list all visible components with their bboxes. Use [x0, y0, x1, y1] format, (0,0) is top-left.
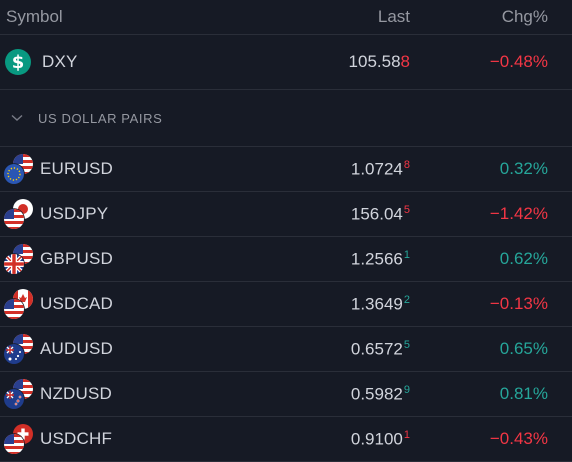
symbol-name: GBPUSD: [40, 249, 113, 268]
last-price: 0.91001: [270, 429, 410, 450]
pair-flags-icon: [3, 289, 34, 320]
pair-flags-icon: [3, 379, 34, 410]
column-header: Symbol Last Chg%: [0, 0, 572, 35]
last-price-tail: 5: [403, 338, 410, 351]
row-audusd[interactable]: AUDUSD 0.65725 0.65%: [0, 327, 572, 372]
change-percent: 0.65%: [499, 339, 548, 358]
row-usdcad[interactable]: USDCAD 1.36492 −0.13%: [0, 282, 572, 327]
change-percent: −0.48%: [489, 52, 548, 71]
change-percent: 0.32%: [499, 159, 548, 178]
last-price-main: 0.5982: [350, 384, 403, 404]
row-dxy[interactable]: $ DXY 105.588 −0.48%: [0, 35, 572, 90]
row-usdchf[interactable]: USDCHF 0.91001 −0.43%: [0, 417, 572, 462]
symbol-name: USDCAD: [40, 294, 113, 313]
change-percent: 0.62%: [499, 249, 548, 268]
header-chg[interactable]: Chg%: [501, 7, 548, 26]
last-price-tail: 9: [403, 383, 410, 396]
row-usdjpy[interactable]: USDJPY 156.045 −1.42%: [0, 192, 572, 237]
dollar-icon: $: [4, 48, 32, 76]
last-price-tail: 5: [403, 203, 410, 216]
row-gbpusd[interactable]: GBPUSD 1.25661 0.62%: [0, 237, 572, 282]
pair-flags-icon: [3, 424, 34, 455]
section-label: US DOLLAR PAIRS: [38, 110, 163, 126]
pair-flags-icon: [3, 154, 34, 185]
last-price: 0.65725: [270, 339, 410, 360]
change-percent: −0.43%: [489, 429, 548, 448]
last-price: 105.588: [270, 52, 410, 72]
symbol-name: USDCHF: [40, 429, 113, 448]
change-percent: −1.42%: [489, 204, 548, 223]
header-last[interactable]: Last: [377, 7, 410, 26]
symbol-name: AUDUSD: [40, 339, 113, 358]
last-price-tail: 8: [403, 158, 410, 171]
symbol-name: EURUSD: [40, 159, 113, 178]
last-price-main: 1.0724: [350, 159, 403, 179]
last-price-tail: 8: [400, 52, 410, 71]
pair-flags-icon: [3, 334, 34, 365]
last-price: 1.25661: [270, 249, 410, 270]
row-eurusd[interactable]: EURUSD 1.07248 0.32%: [0, 147, 572, 192]
last-price: 1.36492: [270, 294, 410, 315]
last-price-main: 156.04: [350, 204, 403, 224]
symbol-name: NZDUSD: [40, 384, 113, 403]
last-price-tail: 2: [403, 293, 410, 306]
last-price-main: 0.6572: [350, 339, 403, 359]
change-percent: 0.81%: [499, 384, 548, 403]
change-percent: −0.13%: [489, 294, 548, 313]
last-price: 1.07248: [270, 159, 410, 180]
chevron-down-icon[interactable]: [2, 114, 32, 122]
last-price-main: 1.2566: [350, 249, 403, 269]
section-us-dollar-pairs[interactable]: US DOLLAR PAIRS: [0, 90, 572, 147]
row-nzdusd[interactable]: NZDUSD 0.59829 0.81%: [0, 372, 572, 417]
pair-flags-icon: [3, 199, 34, 230]
symbol-name: USDJPY: [40, 204, 109, 223]
last-price-tail: 1: [403, 248, 410, 261]
last-price: 0.59829: [270, 384, 410, 405]
pair-flags-icon: [3, 244, 34, 275]
last-price-main: 105.58: [348, 52, 401, 71]
header-symbol[interactable]: Symbol: [6, 7, 63, 26]
symbol-name: DXY: [42, 52, 78, 71]
last-price-main: 1.3649: [350, 294, 403, 314]
last-price: 156.045: [270, 204, 410, 225]
last-price-tail: 1: [403, 428, 410, 441]
last-price-main: 0.9100: [350, 429, 403, 449]
